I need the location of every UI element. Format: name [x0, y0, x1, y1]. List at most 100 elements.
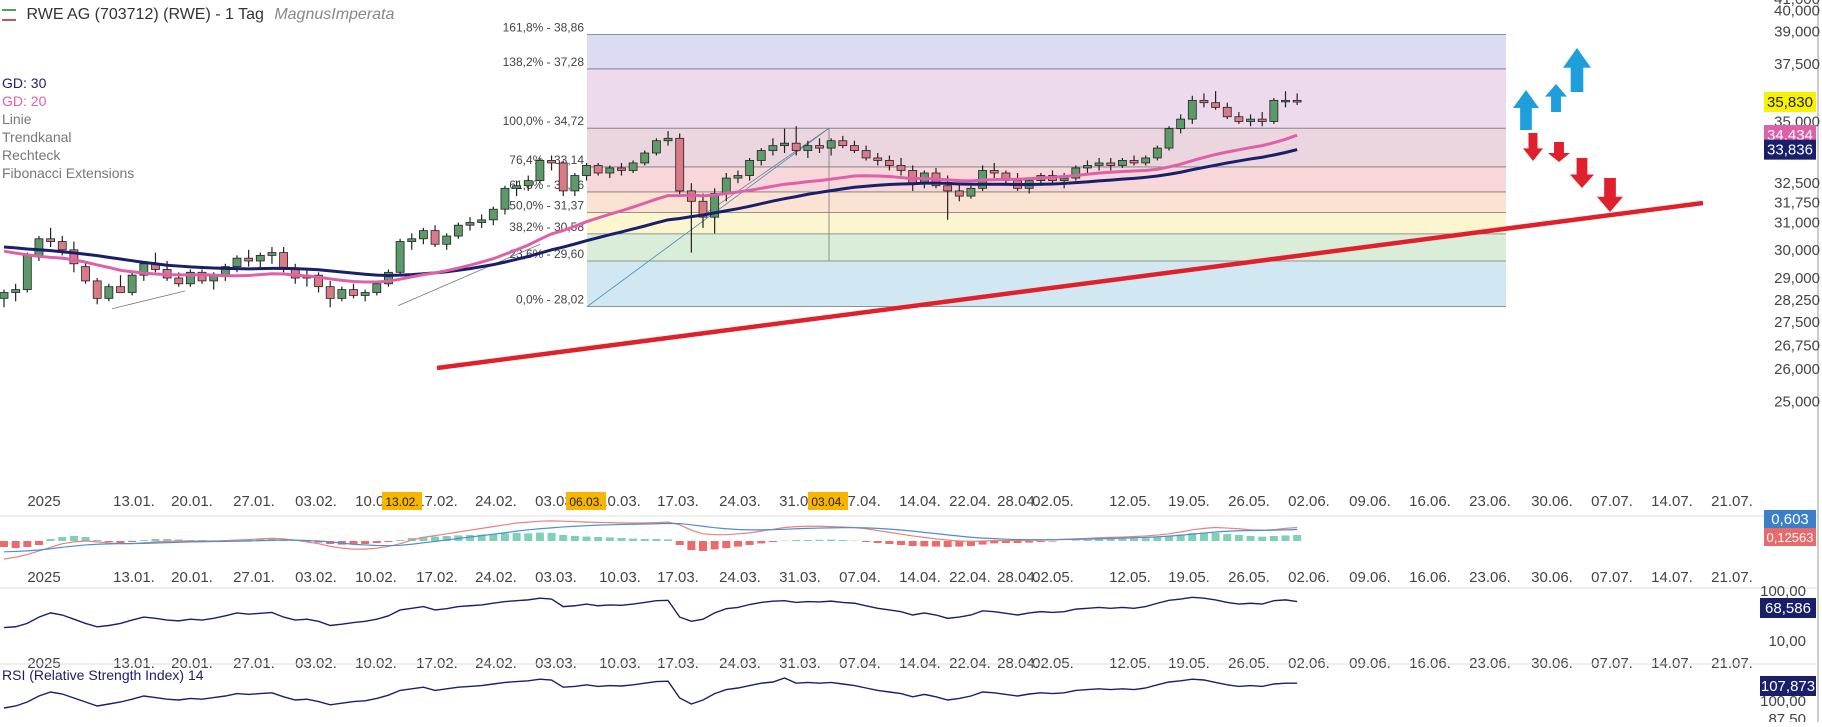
macd-histogram-bar [431, 537, 439, 541]
macd-histogram-bar [1142, 538, 1150, 541]
macd-histogram-bar [804, 540, 812, 541]
down-arrow-icon [1570, 158, 1594, 188]
fib-level-label: 161,8% - 38,86 [503, 20, 585, 34]
date-tick-label-macd: 21.07. [1711, 569, 1753, 586]
candle-body [617, 168, 625, 171]
macd-histogram-bar [617, 538, 625, 541]
date-tick-label: 14.07. [1651, 493, 1693, 510]
date-tick-label: 02.05. [1032, 493, 1074, 510]
macd-histogram-bar [1049, 541, 1057, 542]
chart-type-icon [2, 9, 16, 21]
date-tick-label: 22.04. [949, 493, 991, 510]
candle-body [443, 236, 451, 244]
date-tick-label: 07.07. [1591, 493, 1633, 510]
candle-body [792, 143, 800, 150]
candle-body [466, 223, 474, 226]
macd-histogram-bar [128, 541, 136, 542]
fib-level-label: 0,0% - 28,02 [516, 293, 584, 307]
indicator-linie[interactable]: Linie [2, 110, 134, 128]
candle-body [1060, 178, 1068, 181]
candle-body [82, 267, 90, 281]
fib-level-label: 76,4% - 33,14 [509, 153, 584, 167]
indicator-rechteck[interactable]: Rechteck [2, 146, 134, 164]
indicator-gd30[interactable]: GD: 30 [2, 74, 134, 92]
candle-body [478, 220, 486, 223]
price-tick-label: 40,000 [1774, 2, 1820, 19]
candle-body [722, 178, 730, 193]
macd-histogram-bar [990, 541, 998, 543]
candle-body [652, 141, 660, 153]
candle-body [862, 151, 870, 158]
date-tick-label-macd: 02.06. [1288, 569, 1330, 586]
indicator-trendkanal[interactable]: Trendkanal [2, 128, 134, 146]
indicator-fibonacci[interactable]: Fibonacci Extensions [2, 164, 134, 182]
candle-body [361, 293, 369, 296]
candle-body [827, 141, 835, 148]
macd-histogram-bar [652, 539, 660, 541]
candle-body [501, 188, 509, 209]
candle-body [734, 176, 742, 179]
macd-histogram-bar [1118, 539, 1126, 541]
date-tick-label-macd: 10.02. [355, 569, 397, 586]
macd-histogram-bar [1270, 536, 1278, 541]
candle-body [1200, 100, 1208, 102]
date-tick-label-macd: 2025 [27, 569, 60, 586]
candle-body [373, 284, 381, 293]
macd-histogram-bar [583, 537, 591, 541]
candle-body [1282, 100, 1290, 102]
rsi-label: RSI (Relative Strength Index) 14 [2, 667, 204, 683]
date-tick-label: 19.05. [1168, 493, 1210, 510]
date-tick-label: 23.06. [1469, 493, 1511, 510]
macd-histogram-bar [769, 541, 777, 542]
date-tick-label-macd: 12.05. [1109, 569, 1151, 586]
osc-tick-label: 10,00 [1768, 633, 1806, 650]
candle-body [396, 242, 404, 273]
candle-body [489, 209, 497, 220]
macd-histogram-bar [47, 539, 55, 541]
date-tick-label: 16.06. [1409, 493, 1451, 510]
macd-histogram-bar [606, 537, 614, 541]
candle-body [1270, 100, 1278, 121]
candle-body [594, 165, 602, 173]
candle-body [559, 163, 567, 191]
candle-body [606, 168, 614, 173]
macd-histogram-bar [699, 541, 707, 551]
macd-histogram-bar [1282, 535, 1290, 541]
up-arrow-icon [1513, 90, 1539, 130]
candle-body [0, 293, 8, 299]
candle-body [967, 188, 975, 196]
macd-histogram-bar [1107, 539, 1115, 541]
price-tick-label: 30,000 [1774, 242, 1820, 259]
fib-zone [587, 261, 1506, 307]
rsi-flag: 107,873 [1761, 678, 1815, 695]
macd-histogram-bar [571, 536, 579, 541]
macd-histogram-bar [1072, 540, 1080, 541]
candle-body [1258, 119, 1266, 121]
candle-body [1153, 148, 1161, 158]
date-marker-label: 13.02. [385, 495, 418, 509]
macd-histogram-bar [1095, 539, 1103, 541]
macd-histogram-bar [117, 541, 125, 543]
date-tick-label-macd: 03.03. [535, 569, 577, 586]
date-tick-label-macd: 24.02. [475, 569, 517, 586]
macd-histogram-bar [1235, 535, 1243, 541]
indicator-gd20[interactable]: GD: 20 [2, 92, 134, 110]
candle-body [874, 158, 882, 160]
macd-histogram-bar [1037, 541, 1045, 542]
macd-histogram-bar [897, 541, 905, 545]
date-tick-label-macd: 27.01. [233, 569, 275, 586]
date-tick-label: 13.01. [113, 493, 155, 510]
fib-zone [587, 213, 1506, 234]
date-tick-label: 12.05. [1109, 493, 1151, 510]
macd-histogram-bar [1025, 541, 1033, 543]
chart-title: RWE AG (703712) (RWE) - 1 Tag [26, 6, 263, 23]
candle-body [676, 138, 684, 191]
date-tick-label: 26.05. [1228, 493, 1270, 510]
macd-histogram-bar [1247, 536, 1255, 541]
macd-histogram-bar [792, 540, 800, 541]
date-tick-label-macd: 22.04. [949, 569, 991, 586]
date-tick-label-macd: 07.07. [1591, 569, 1633, 586]
macd-histogram-bar [885, 541, 893, 544]
price-tick-label: 37,500 [1774, 56, 1820, 73]
